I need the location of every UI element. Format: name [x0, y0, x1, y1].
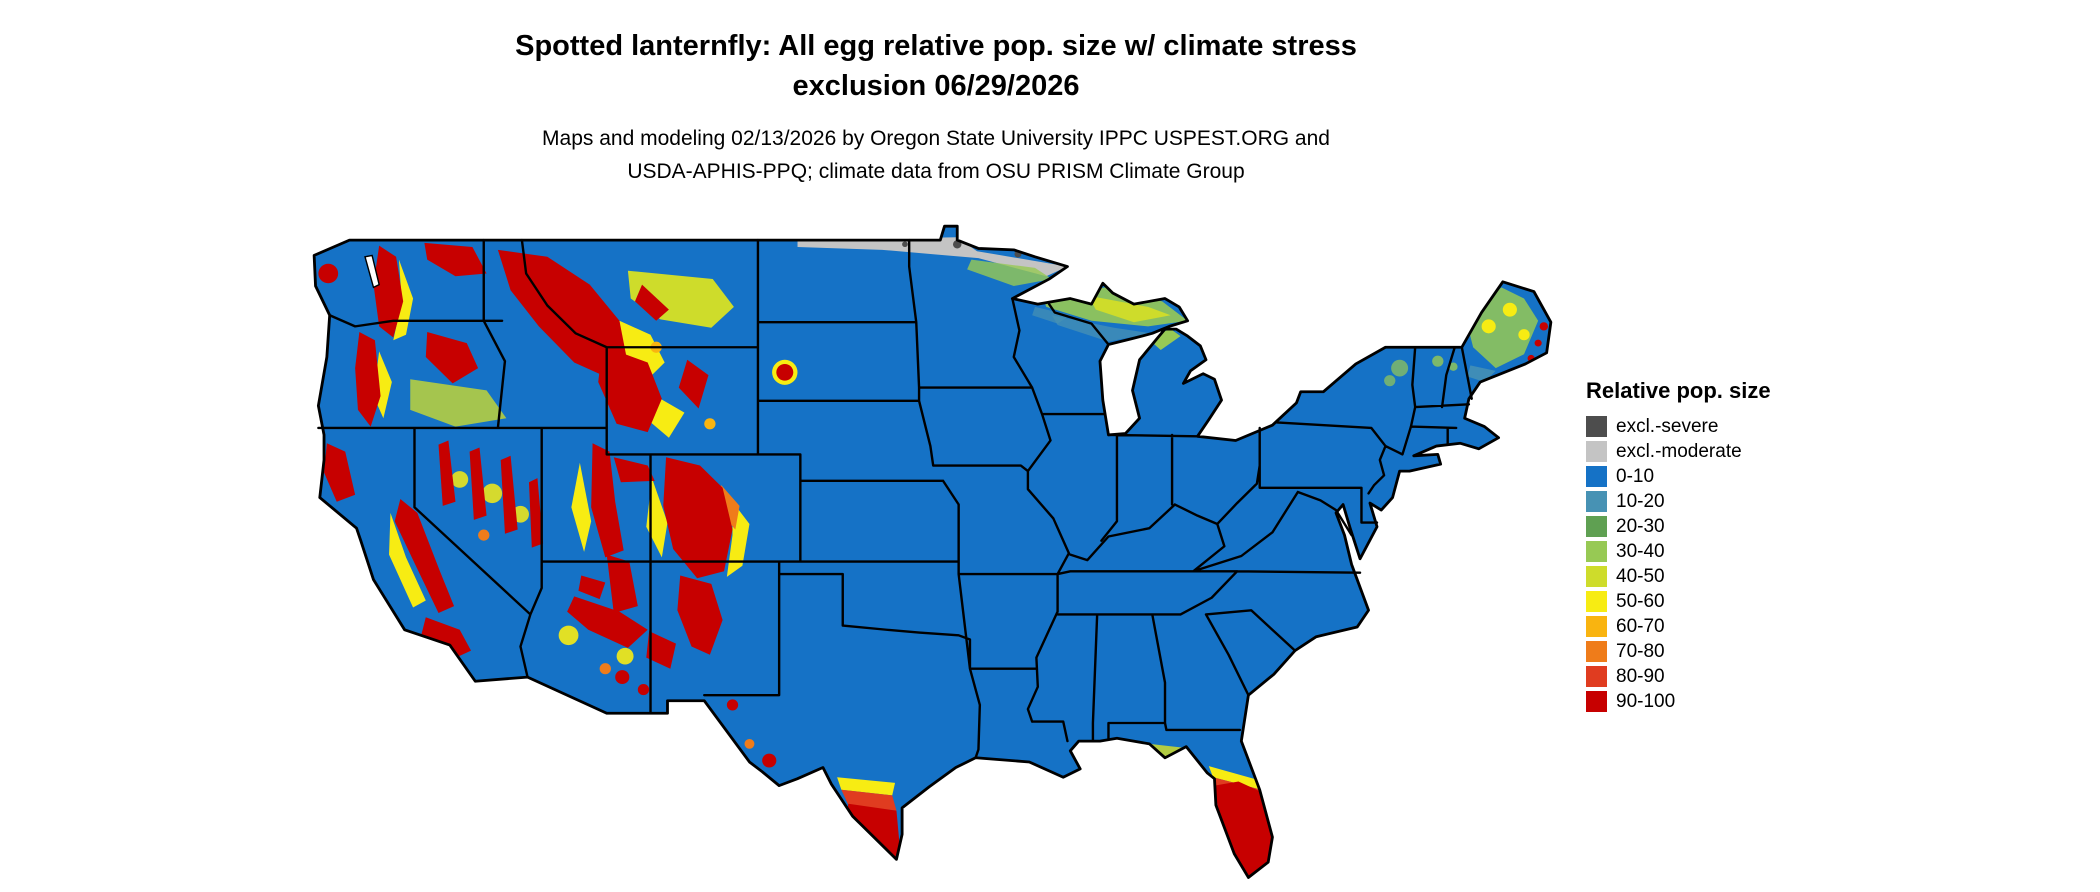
raster-teal-patches: [1032, 306, 1496, 383]
map-subtitle-line1: Maps and modeling 02/13/2026 by Oregon S…: [542, 127, 1330, 150]
legend-item: 20-30: [1586, 514, 1916, 539]
legend-item: 50-60: [1586, 589, 1916, 614]
legend-swatch: [1586, 666, 1607, 687]
legend-swatch: [1586, 566, 1607, 587]
legend-swatch: [1586, 466, 1607, 487]
legend-swatch: [1586, 691, 1607, 712]
legend-item: 0-10: [1586, 464, 1916, 489]
legend-item-label: 30-40: [1616, 540, 1665, 562]
legend-item-label: 0-10: [1616, 465, 1655, 487]
map-title-line1: Spotted lanternfly: All egg relative pop…: [515, 30, 1357, 62]
legend-item: excl.-moderate: [1586, 439, 1916, 464]
map-subtitle: Maps and modeling 02/13/2026 by Oregon S…: [0, 122, 1872, 188]
legend-item-label: 10-20: [1616, 490, 1665, 512]
legend-item-label: 20-30: [1616, 515, 1665, 537]
legend-items: excl.-severe excl.-moderate 0-10 10-20 20-30…: [1586, 414, 1916, 714]
legend-item-label: 40-50: [1616, 565, 1665, 587]
map-title-line2: exclusion 06/29/2026: [792, 70, 1080, 102]
conus-landmass: [314, 226, 1551, 878]
legend-swatch: [1586, 641, 1607, 662]
legend-item: 70-80: [1586, 639, 1916, 664]
legend-item-label: 80-90: [1616, 665, 1665, 687]
legend-item-label: excl.-moderate: [1616, 440, 1742, 462]
legend-item: 80-90: [1586, 664, 1916, 689]
legend-item-label: excl.-severe: [1616, 415, 1719, 437]
raster-exclusion-moderate: [797, 237, 1068, 277]
conus-outline: [312, 224, 1553, 879]
legend-item-label: 70-80: [1616, 640, 1665, 662]
legend-item: 10-20: [1586, 489, 1916, 514]
legend-item: excl.-severe: [1586, 414, 1916, 439]
legend-swatch: [1586, 416, 1607, 437]
legend-item: 30-40: [1586, 539, 1916, 564]
legend-item: 60-70: [1586, 614, 1916, 639]
us-map: [312, 224, 1553, 879]
legend-item: 90-100: [1586, 689, 1916, 714]
legend-swatch: [1586, 591, 1607, 612]
legend-item-label: 90-100: [1616, 690, 1676, 712]
legend-swatch: [1586, 616, 1607, 637]
map-title: Spotted lanternfly: All egg relative pop…: [0, 26, 1872, 106]
legend-swatch: [1586, 441, 1607, 462]
state-borders: [317, 238, 1473, 759]
legend-swatch: [1586, 516, 1607, 537]
legend-swatch: [1586, 491, 1607, 512]
legend: Relative pop. size excl.-severe excl.-mod…: [1586, 378, 1916, 714]
legend-swatch: [1586, 541, 1607, 562]
legend-title: Relative pop. size: [1586, 378, 1771, 403]
legend-item-label: 60-70: [1616, 615, 1665, 637]
map-subtitle-line2: USDA-APHIS-PPQ; climate data from OSU PR…: [627, 160, 1245, 183]
legend-item: 40-50: [1586, 564, 1916, 589]
puget-sound: [364, 254, 380, 289]
legend-item-label: 50-60: [1616, 590, 1665, 612]
